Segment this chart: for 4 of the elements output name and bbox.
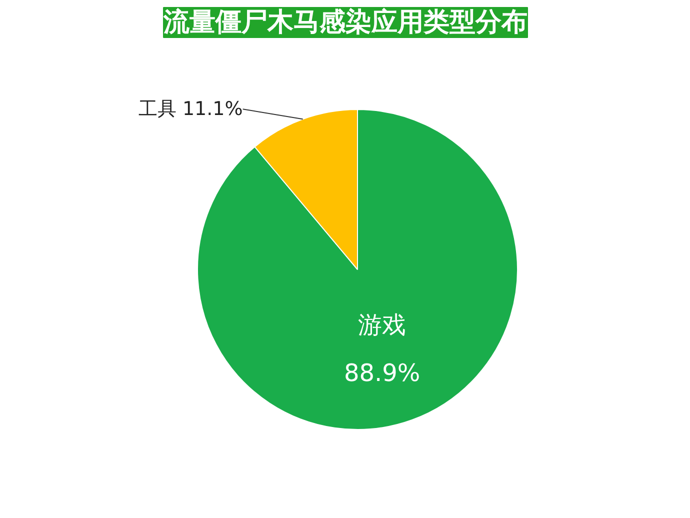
- data-label: 88.9%: [344, 359, 420, 388]
- chart-title: 流量僵尸木马感染应用类型分布: [162, 8, 528, 38]
- slice-label: 游戏: [358, 311, 406, 340]
- slice-label: 工具 11.1%: [138, 98, 243, 120]
